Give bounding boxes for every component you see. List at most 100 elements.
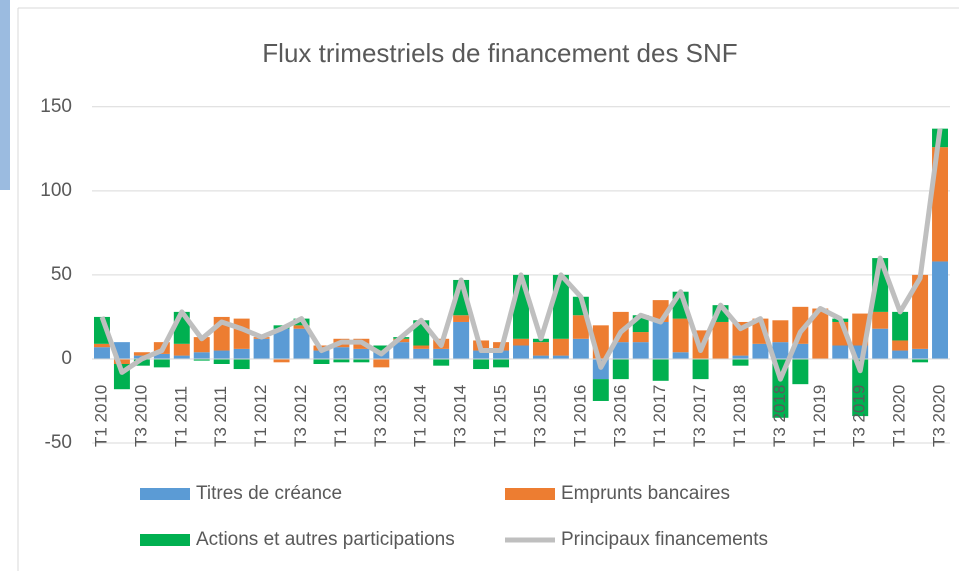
x-tick-label: T3 2012 bbox=[291, 385, 310, 447]
bar bbox=[413, 345, 430, 349]
bar bbox=[892, 350, 909, 359]
bar bbox=[293, 325, 310, 329]
bar bbox=[453, 315, 470, 322]
bar bbox=[872, 311, 889, 329]
bar bbox=[672, 352, 689, 359]
bar bbox=[373, 358, 390, 368]
bar bbox=[453, 321, 470, 359]
bar bbox=[652, 358, 669, 381]
bar bbox=[892, 311, 909, 341]
bar bbox=[692, 358, 709, 380]
bar bbox=[153, 353, 170, 359]
bar bbox=[133, 352, 150, 356]
x-tick-label: T1 2010 bbox=[91, 385, 110, 447]
bar bbox=[93, 347, 110, 359]
y-tick-label: 0 bbox=[61, 348, 72, 369]
legend-label: Actions et autres participations bbox=[196, 529, 455, 550]
bar bbox=[552, 338, 569, 356]
bar bbox=[812, 308, 829, 359]
line bbox=[99, 128, 943, 382]
bar bbox=[912, 348, 929, 359]
bar bbox=[632, 332, 649, 343]
legend-swatch bbox=[505, 488, 555, 500]
bar bbox=[173, 343, 190, 356]
x-tick-label: T1 2012 bbox=[251, 385, 270, 447]
bar bbox=[772, 342, 789, 359]
bar bbox=[552, 355, 569, 359]
bar bbox=[473, 350, 490, 359]
x-tick-label: T1 2017 bbox=[650, 385, 669, 447]
x-tick-label: T1 2011 bbox=[171, 386, 190, 447]
x-tick-label: T1 2019 bbox=[810, 385, 829, 447]
bar bbox=[932, 261, 949, 359]
y-tick-label: 100 bbox=[40, 180, 72, 201]
bar bbox=[912, 274, 929, 349]
x-tick-label: T3 2020 bbox=[930, 385, 949, 447]
legend-label: Principaux financements bbox=[561, 529, 768, 550]
bar bbox=[852, 358, 869, 417]
bar bbox=[333, 347, 350, 359]
bar bbox=[892, 340, 909, 351]
bar bbox=[353, 358, 370, 363]
bar bbox=[433, 348, 450, 359]
bar bbox=[273, 358, 290, 363]
legend-swatch bbox=[140, 488, 190, 500]
bar bbox=[792, 358, 809, 385]
bar bbox=[752, 343, 769, 359]
bar bbox=[253, 338, 270, 359]
bar bbox=[93, 343, 110, 348]
bar bbox=[153, 358, 170, 368]
bar bbox=[772, 320, 789, 343]
bar bbox=[233, 358, 250, 370]
bar bbox=[433, 358, 450, 366]
bar bbox=[612, 358, 629, 380]
bar bbox=[592, 379, 609, 401]
bar bbox=[513, 338, 529, 346]
bar bbox=[532, 355, 549, 359]
bar bbox=[532, 342, 549, 356]
bar bbox=[413, 348, 430, 359]
bar bbox=[193, 358, 210, 361]
x-tick-label: T3 2014 bbox=[451, 385, 470, 447]
x-tick-label: T3 2010 bbox=[131, 385, 150, 447]
x-tick-label: T1 2020 bbox=[890, 385, 909, 447]
x-tick-label: T1 2014 bbox=[411, 385, 430, 447]
bar bbox=[313, 358, 330, 364]
bar bbox=[393, 338, 410, 343]
legend-swatch bbox=[140, 534, 190, 546]
bar bbox=[872, 328, 889, 359]
bar bbox=[513, 345, 529, 359]
legend-label: Titres de créance bbox=[196, 483, 342, 504]
y-tick-label: -50 bbox=[45, 432, 72, 453]
bar bbox=[393, 342, 410, 359]
bar bbox=[473, 358, 490, 370]
x-tick-label: T3 2019 bbox=[850, 385, 869, 447]
bar bbox=[193, 352, 210, 359]
bar bbox=[732, 358, 749, 366]
bar bbox=[353, 348, 370, 359]
bar bbox=[493, 350, 510, 359]
bar bbox=[672, 318, 689, 353]
bar bbox=[273, 328, 290, 359]
x-tick-label: T3 2015 bbox=[530, 385, 549, 447]
bar bbox=[572, 315, 589, 339]
side-panel bbox=[0, 0, 10, 190]
bar bbox=[712, 321, 729, 359]
bar bbox=[612, 342, 629, 359]
x-tick-label: T3 2011 bbox=[211, 386, 230, 447]
chart-title: Flux trimestriels de financement des SNF bbox=[262, 38, 737, 68]
bar bbox=[652, 321, 669, 359]
bar bbox=[113, 358, 130, 364]
bar bbox=[493, 358, 510, 368]
bar bbox=[912, 358, 929, 363]
bar bbox=[293, 328, 310, 359]
bar bbox=[792, 306, 809, 344]
bar bbox=[732, 355, 749, 359]
x-tick-label: T3 2013 bbox=[371, 385, 390, 447]
y-tick-label: 50 bbox=[51, 264, 72, 285]
bar bbox=[313, 350, 330, 359]
bar bbox=[133, 358, 150, 366]
bar bbox=[732, 321, 749, 356]
bar bbox=[233, 348, 250, 359]
bar bbox=[193, 337, 210, 353]
